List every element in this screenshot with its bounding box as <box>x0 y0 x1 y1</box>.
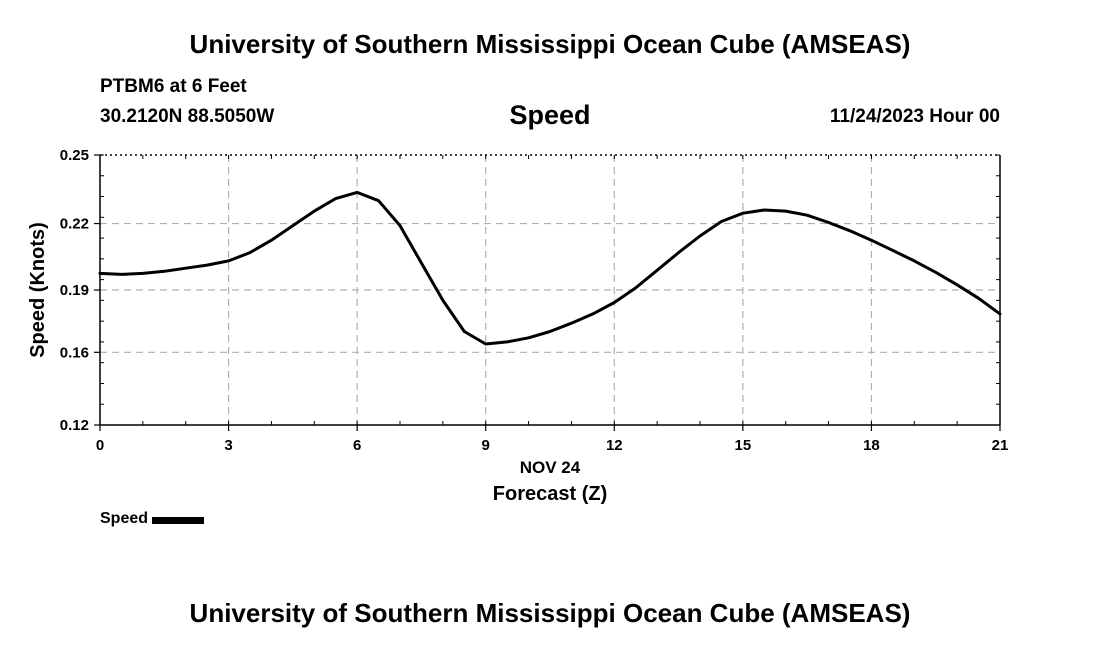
x-tick-label: 9 <box>482 437 490 454</box>
x-tick-label: 12 <box>606 437 623 454</box>
x-tick-label: 18 <box>863 437 880 454</box>
variable-title: Speed <box>509 100 591 130</box>
legend: Speed <box>100 510 205 528</box>
speed-series-line <box>98 190 1002 346</box>
y-tick-label: 0.19 <box>60 282 89 299</box>
y-tick-label: 0.22 <box>60 216 89 233</box>
x-tick-label: 3 <box>224 437 232 454</box>
legend-swatch <box>152 517 205 524</box>
x-tick-label: 21 <box>992 437 1009 454</box>
chart-title-bottom: University of Southern Mississippi Ocean… <box>189 598 911 628</box>
station-label: PTBM6 at 6 Feet <box>100 76 247 97</box>
forecast-timestamp: 11/24/2023 Hour 00 <box>829 106 1000 127</box>
y-axis-label: Speed (Knots) <box>27 222 49 358</box>
chart-title-top: University of Southern Mississippi Ocean… <box>189 29 911 59</box>
x-tick-label: 6 <box>353 437 361 454</box>
x-tick-label: 0 <box>96 437 104 454</box>
x-axis-label: Forecast (Z) <box>493 483 607 505</box>
y-tick-label: 0.12 <box>60 417 89 434</box>
y-tick-label: 0.25 <box>60 147 89 164</box>
x-tick-label: 15 <box>735 437 752 454</box>
coordinates-label: 30.2120N 88.5050W <box>100 106 275 127</box>
x-axis-date-label: NOV 24 <box>520 458 581 477</box>
legend-label: Speed <box>100 510 149 527</box>
y-tick-label: 0.16 <box>60 344 89 361</box>
